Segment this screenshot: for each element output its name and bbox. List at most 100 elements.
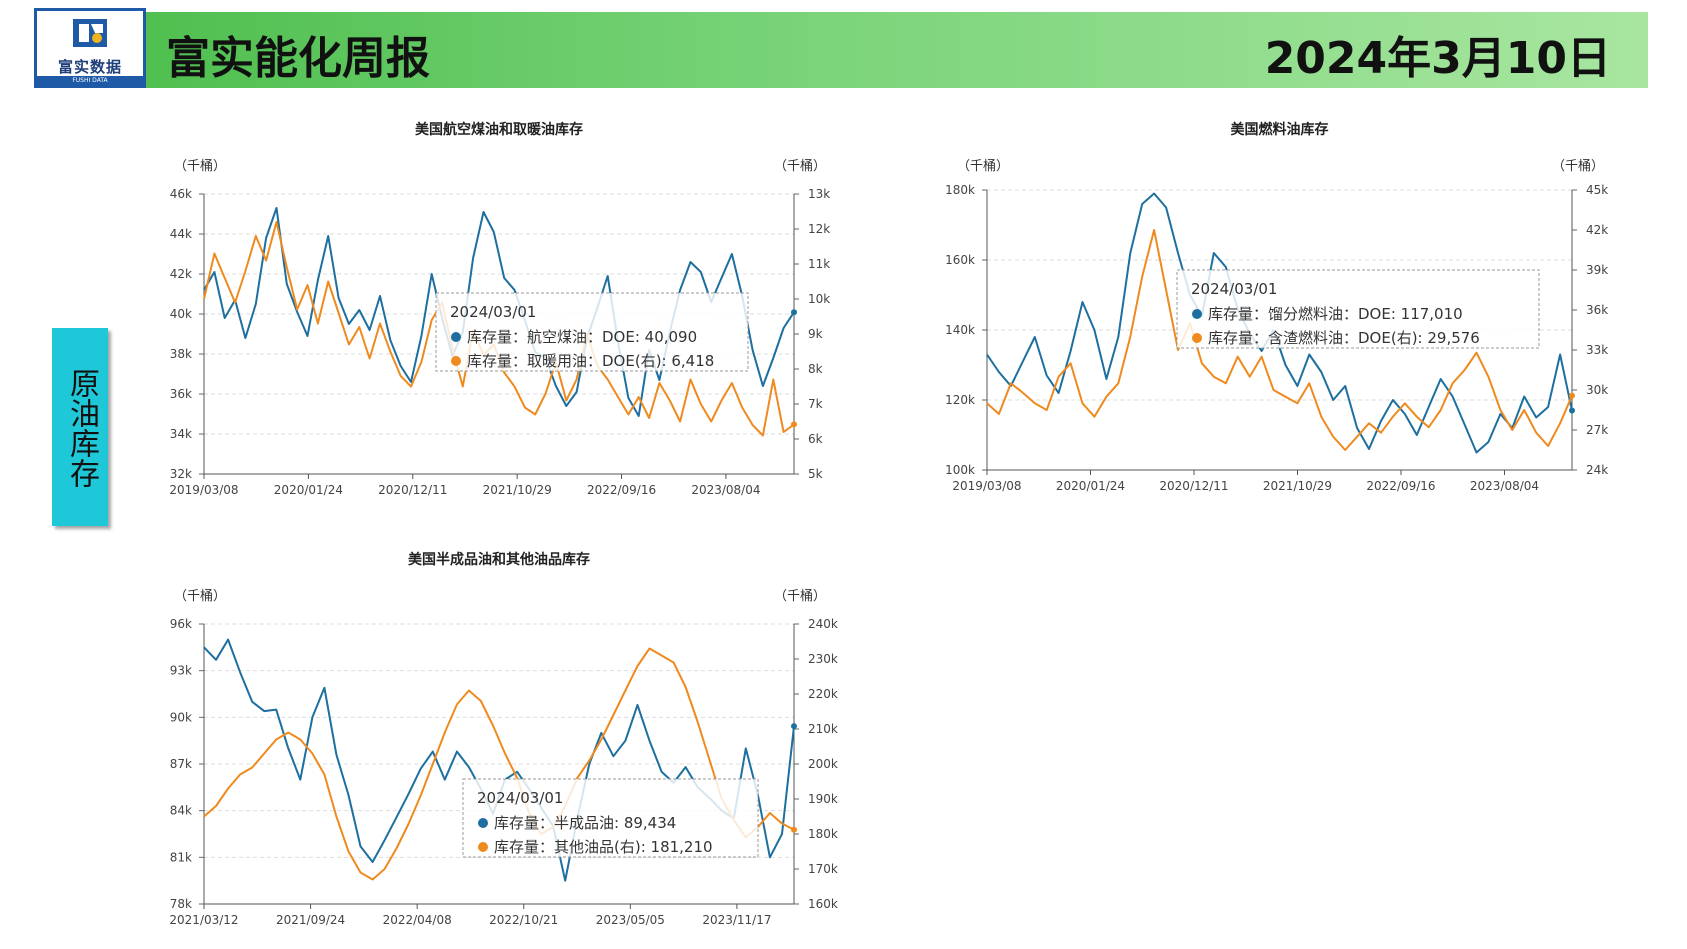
chart-title: 美国航空煤油和取暖油库存	[415, 121, 583, 138]
logo-subtext: FUSHI DATA	[37, 76, 143, 85]
tooltip-marker-icon	[1192, 333, 1202, 343]
left-tick-label: 84k	[170, 804, 192, 818]
right-tick-label: 10k	[808, 292, 830, 306]
x-tick-label: 2020/12/11	[1159, 479, 1228, 493]
right-tick-label: 13k	[808, 187, 830, 201]
left-tick-label: 34k	[170, 427, 192, 441]
tooltip-box	[1176, 269, 1540, 349]
left-axis-unit: （千桶）	[174, 589, 226, 604]
header-bar	[140, 12, 1648, 88]
right-tick-label: 220k	[808, 687, 838, 701]
section-tag-label: 原油库存	[64, 368, 99, 488]
chart-svg: 美国航空煤油和取暖油库存 （千桶） （千桶） 32k 34k 36k 38k 40k 42k 44…	[169, 121, 830, 497]
left-tick-label: 44k	[170, 227, 192, 241]
x-tick-label: 2023/08/04	[1470, 479, 1539, 493]
right-tick-label: 170k	[808, 862, 838, 876]
chart-fuel-oil: 美国燃料油库存 （千桶） （千桶） 100k 120k 140k 160k 180k 24k 27…	[915, 112, 1635, 512]
logo-emblem-icon	[73, 19, 107, 47]
left-tick-label: 81k	[170, 850, 192, 864]
x-tick-label: 2023/05/05	[596, 913, 665, 927]
left-axis-unit: （千桶）	[957, 159, 1009, 174]
right-tick-label: 200k	[808, 757, 838, 771]
left-tick-label: 87k	[170, 757, 192, 771]
right-tick-label: 33k	[1586, 343, 1608, 357]
left-tick-label: 140k	[945, 323, 975, 337]
right-tick-label: 42k	[1586, 223, 1608, 237]
right-tick-label: 9k	[808, 327, 823, 341]
right-tick-label: 8k	[808, 362, 823, 376]
x-tick-label: 2023/11/17	[702, 913, 771, 927]
tooltip-marker-icon	[451, 356, 461, 366]
x-tick-label: 2022/09/16	[1366, 479, 1435, 493]
tooltip-marker-icon	[478, 842, 488, 852]
left-tick-label: 100k	[945, 463, 975, 477]
right-tick-label: 7k	[808, 397, 823, 411]
x-tick-label: 2020/12/11	[378, 483, 447, 497]
x-tick-label: 2020/01/24	[274, 483, 343, 497]
right-tick-label: 190k	[808, 792, 838, 806]
right-tick-label: 12k	[808, 222, 830, 236]
company-logo: 富实数据 FUSHI DATA	[34, 8, 146, 88]
report-date: 2024年3月10日	[1264, 33, 1611, 84]
chart-unfinished-other-oils: 美国半成品油和其他油品库存 （千桶） （千桶） 78k 81k 84k 87k 90k 93k 9…	[140, 542, 860, 942]
section-tag: 原油库存	[52, 328, 108, 526]
series-last-point	[791, 826, 797, 833]
right-tick-label: 230k	[808, 652, 838, 666]
tooltip-date: 2024/03/01	[477, 789, 563, 807]
left-tick-label: 120k	[945, 393, 975, 407]
left-tick-label: 180k	[945, 183, 975, 197]
tooltip-row: 库存量：含渣燃料油：DOE(右): 29,576	[1208, 329, 1480, 347]
series-last-point	[791, 421, 797, 428]
x-tick-label: 2021/09/24	[276, 913, 345, 927]
series-last-point	[791, 309, 797, 316]
right-tick-label: 180k	[808, 827, 838, 841]
series-last-point	[791, 723, 797, 730]
logo-text: 富实数据	[57, 58, 122, 76]
chart-tooltip: 2024/03/01 库存量：馏分燃料油：DOE: 117,010 库存量：含渣燃料…	[1176, 269, 1540, 349]
right-axis-unit: （千桶）	[774, 589, 826, 604]
tooltip-row: 库存量：航空煤油：DOE: 40,090	[467, 328, 697, 346]
tooltip-box	[435, 292, 749, 372]
tooltip-marker-icon	[451, 332, 461, 342]
x-tick-label: 2019/03/08	[169, 483, 238, 497]
right-tick-label: 160k	[808, 897, 838, 911]
series-line-1	[203, 207, 795, 417]
right-axis-unit: （千桶）	[1552, 159, 1604, 174]
x-tick-label: 2022/10/21	[489, 913, 558, 927]
left-tick-label: 93k	[170, 664, 192, 678]
right-tick-label: 210k	[808, 722, 838, 736]
tooltip-row: 库存量：半成品油: 89,434	[494, 814, 676, 832]
right-tick-label: 30k	[1586, 383, 1608, 397]
chart-svg: 美国燃料油库存 （千桶） （千桶） 100k 120k 140k 160k 180k 24k 27…	[945, 121, 1608, 493]
right-tick-label: 240k	[808, 617, 838, 631]
right-tick-label: 11k	[808, 257, 830, 271]
left-tick-label: 160k	[945, 253, 975, 267]
series-line-2	[986, 229, 1573, 451]
x-tick-label: 2021/03/12	[169, 913, 238, 927]
chart-jet-heating-oil: 美国航空煤油和取暖油库存 （千桶） （千桶） 32k 34k 36k 38k 40k 42k 44…	[140, 112, 860, 512]
x-tick-label: 2021/10/29	[483, 483, 552, 497]
x-tick-label: 2023/08/04	[691, 483, 760, 497]
right-tick-label: 39k	[1586, 263, 1608, 277]
tooltip-marker-icon	[1192, 309, 1202, 319]
left-tick-label: 42k	[170, 267, 192, 281]
right-axis-unit: （千桶）	[774, 159, 826, 174]
x-tick-label: 2019/03/08	[952, 479, 1021, 493]
chart-title: 美国燃料油库存	[1231, 121, 1329, 138]
series-line-2	[203, 647, 795, 881]
chart-tooltip: 2024/03/01 库存量：半成品油: 89,434 库存量：其他油品(右): 1…	[462, 778, 759, 858]
chart-title: 美国半成品油和其他油品库存	[408, 551, 590, 568]
right-tick-label: 27k	[1586, 423, 1608, 437]
series-last-point	[1569, 407, 1575, 414]
right-tick-label: 5k	[808, 467, 823, 481]
right-tick-label: 45k	[1586, 183, 1608, 197]
left-tick-label: 32k	[170, 467, 192, 481]
left-tick-label: 46k	[170, 187, 192, 201]
left-tick-label: 90k	[170, 710, 192, 724]
left-axis-unit: （千桶）	[174, 159, 226, 174]
right-tick-label: 36k	[1586, 303, 1608, 317]
tooltip-date: 2024/03/01	[450, 303, 536, 321]
tooltip-row: 库存量：其他油品(右): 181,210	[494, 838, 713, 856]
tooltip-marker-icon	[478, 818, 488, 828]
tooltip-box	[462, 778, 759, 858]
